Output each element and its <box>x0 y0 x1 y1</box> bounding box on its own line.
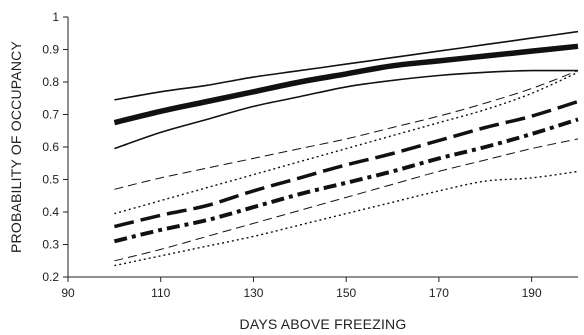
y-tick-label: 0.8 <box>42 75 59 89</box>
x-tick-label: 110 <box>151 286 170 300</box>
y-axis-title: PROBABILITY OF OCCUPANCY <box>8 41 24 253</box>
series-line-thin-solid-upper <box>114 30 579 101</box>
y-tick-label: 0.3 <box>42 238 59 252</box>
series-line-thin-solid-lower <box>114 69 579 150</box>
series-line-thin-dashed-upper <box>114 70 579 190</box>
x-axis-title: DAYS ABOVE FREEZING <box>240 316 407 332</box>
y-tick-label: 0.9 <box>42 43 59 57</box>
y-ticks: 0.2 0.3 0.4 0.5 0.6 0.7 0.8 0.9 1 <box>42 10 68 284</box>
series-line-thin-dashed-lower <box>114 138 579 262</box>
series-line-thick-dashdot <box>113 117 579 244</box>
x-tick-label: 170 <box>429 286 449 300</box>
series-line-thick-solid <box>113 43 579 126</box>
x-tick-label: 150 <box>336 286 356 300</box>
y-tick-label: 0.7 <box>42 108 59 122</box>
x-tick-label: 190 <box>522 286 542 300</box>
y-tick-label: 0.5 <box>42 173 59 187</box>
series-line-thick-dashed <box>113 99 579 229</box>
y-tick-label: 0.6 <box>42 140 59 154</box>
x-tick-label: 130 <box>243 286 263 300</box>
x-tick-label: 90 <box>61 286 75 300</box>
y-tick-label: 0.2 <box>42 270 59 284</box>
plot-lines <box>113 30 579 267</box>
series-line-thin-dotted-upper <box>114 71 579 215</box>
y-tick-label: 1 <box>52 10 59 24</box>
x-ticks: 90 110 130 150 170 190 <box>61 277 542 300</box>
y-tick-label: 0.4 <box>42 205 59 219</box>
series-line-thin-dotted-lower <box>114 170 579 267</box>
